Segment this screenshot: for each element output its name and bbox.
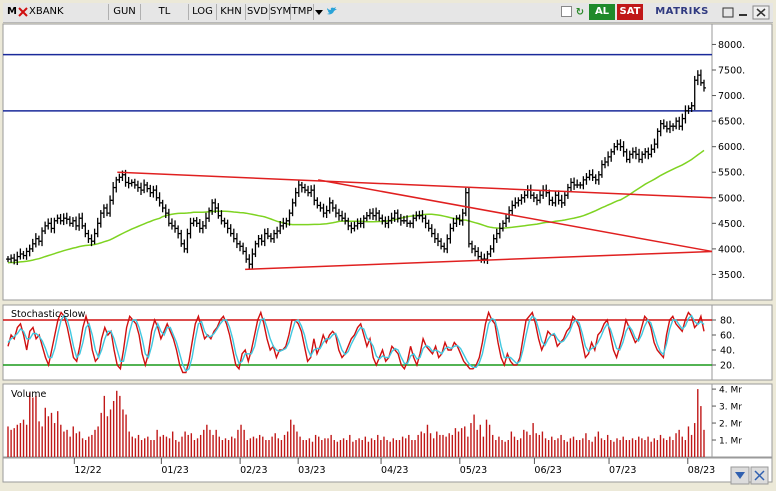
settings-icon[interactable]: [754, 470, 765, 481]
volume-axis-label: 1. Mr: [719, 437, 742, 447]
price-axis-label: 7500.: [718, 66, 745, 77]
chart-toolbar: M XBANK GUN TL LOG KHN SVD SYM TMP ↻ AL …: [3, 3, 773, 23]
volume-axis-label: 3. Mr: [719, 403, 742, 413]
price-axis-label: 8000.: [718, 40, 745, 51]
volume-axis-label: 2. Mr: [719, 420, 742, 430]
scroll-controls[interactable]: [730, 466, 770, 486]
x-axis-panel: [2, 457, 773, 483]
buy-button[interactable]: AL: [589, 4, 615, 20]
scroll-icon[interactable]: [735, 472, 745, 479]
x-axis-label: 08/23: [688, 465, 715, 476]
stochastic-line: [7, 314, 705, 373]
volume-panel: [2, 383, 713, 458]
sym-button[interactable]: SYM: [270, 4, 291, 20]
close-window-icon[interactable]: [752, 4, 770, 20]
refresh-icon[interactable]: ↻: [575, 7, 585, 18]
x-axis-label: 03/23: [298, 465, 325, 476]
minimize-icon[interactable]: [736, 4, 750, 20]
stochastic-title: Stochastic.Slow: [11, 309, 86, 320]
close-icon[interactable]: [18, 6, 28, 18]
price-axis-label: 6000.: [718, 142, 745, 153]
price-axis-label: 6500.: [718, 117, 745, 128]
price-bars: [6, 69, 706, 270]
volume-title: Volume: [11, 389, 46, 400]
trendline: [318, 179, 713, 253]
symbol-prefix: M: [7, 6, 17, 17]
period-button[interactable]: GUN: [108, 4, 141, 20]
stochastic-axis-label: 20.: [720, 361, 735, 372]
price-axis-label: 7000.: [718, 91, 745, 102]
log-scale-button[interactable]: LOG: [189, 4, 217, 20]
sell-button[interactable]: SAT: [617, 4, 643, 20]
volume-panel-axis: [711, 383, 773, 458]
twitter-bird-icon[interactable]: [325, 4, 339, 20]
x-axis-label: 02/23: [240, 465, 267, 476]
price-bar: [702, 79, 706, 92]
restore-icon[interactable]: [721, 4, 735, 20]
window-icon[interactable]: [561, 6, 572, 17]
moving-average-line: [7, 149, 705, 264]
x-axis-label: 01/23: [161, 465, 188, 476]
price-axis-label: 5500.: [718, 168, 745, 179]
trendline: [117, 171, 713, 199]
stochastic-panel: [2, 304, 713, 381]
currency-button[interactable]: TL: [141, 4, 189, 20]
stochastic-panel-axis: [711, 304, 773, 381]
khn-button[interactable]: KHN: [217, 4, 246, 20]
price-panel: [2, 23, 713, 301]
x-axis-label: 12/22: [74, 465, 101, 476]
x-axis-label: 07/23: [609, 465, 636, 476]
brand-logo: MATRIKS: [655, 6, 709, 17]
dropdown-arrow-icon[interactable]: [314, 4, 324, 20]
svd-button[interactable]: SVD: [246, 4, 270, 20]
trendline: [245, 250, 713, 271]
template-button[interactable]: TMP: [291, 4, 314, 20]
stochastic-axis-label: 60.: [720, 331, 735, 342]
x-axis-label: 05/23: [460, 465, 487, 476]
stochastic-axis-label: 40.: [720, 346, 735, 357]
symbol-name[interactable]: XBANK: [29, 6, 64, 17]
price-axis-label: 4000.: [718, 244, 745, 255]
price-axis-label: 3500.: [718, 270, 745, 281]
volume-axis-label: 4. Mr: [719, 386, 742, 396]
price-axis-label: 4500.: [718, 219, 745, 230]
stochastic-axis-label: 80.: [720, 316, 735, 327]
stochastic-line: [7, 310, 705, 374]
x-axis-label: 06/23: [534, 465, 561, 476]
price-axis-label: 5000.: [718, 193, 745, 204]
price-panel-axis: [711, 23, 773, 301]
x-axis-label: 04/23: [381, 465, 408, 476]
